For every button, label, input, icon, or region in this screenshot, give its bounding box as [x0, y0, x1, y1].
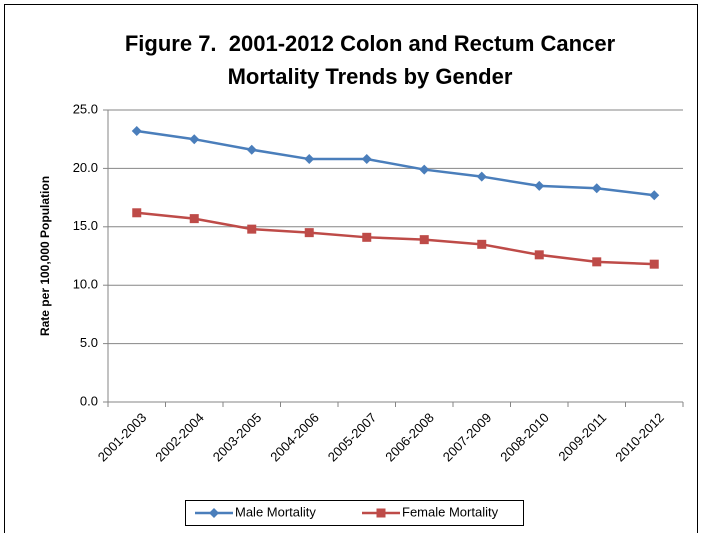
legend-label: Male Mortality [235, 504, 316, 519]
marker [591, 183, 602, 194]
x-tick-label: 2009-2011 [555, 410, 609, 464]
y-tick-label: 25.0 [73, 101, 98, 116]
marker [649, 190, 660, 201]
y-tick-label: 10.0 [73, 277, 98, 292]
marker [419, 235, 429, 245]
x-tick-label: 2005-2007 [325, 410, 380, 465]
series-line [136, 211, 655, 266]
marker [189, 214, 199, 224]
x-tick-label: 2010-2012 [612, 410, 667, 465]
marker [304, 154, 315, 165]
x-tick-label: 2001-2003 [95, 410, 150, 465]
marker [476, 171, 487, 182]
marker [304, 228, 314, 238]
y-tick-label: 5.0 [80, 335, 98, 350]
legend-label: Female Mortality [402, 504, 499, 519]
marker [209, 508, 219, 518]
x-tick-label: 2007-2009 [440, 410, 495, 465]
marker [361, 154, 372, 165]
y-tick-label: 20.0 [73, 160, 98, 175]
marker [592, 257, 602, 267]
marker [247, 224, 257, 234]
x-tick-label: 2004-2006 [267, 410, 322, 465]
x-tick-label: 2002-2004 [152, 410, 207, 465]
x-tick-label: 2006-2008 [382, 410, 437, 465]
chart-border [4, 4, 698, 533]
chart-title: Figure 7. 2001-2012 Colon and Rectum Can… [125, 31, 616, 56]
x-tick-label: 2003-2005 [210, 410, 265, 465]
series-line [136, 129, 655, 197]
marker [376, 508, 386, 518]
marker [534, 250, 544, 260]
y-tick-label: 15.0 [73, 218, 98, 233]
marker [246, 144, 257, 155]
marker [649, 259, 659, 269]
marker [131, 126, 142, 137]
marker [132, 208, 142, 218]
x-tick-label: 2008-2010 [497, 410, 552, 465]
marker [362, 232, 372, 242]
legend-box [185, 500, 524, 526]
marker [189, 134, 200, 145]
chart-title: Mortality Trends by Gender [228, 64, 513, 89]
marker [534, 180, 545, 191]
marker [477, 239, 487, 249]
y-tick-label: 0.0 [80, 393, 98, 408]
y-axis-label: Rate per 100,000 Population [38, 176, 52, 336]
marker [419, 164, 430, 175]
